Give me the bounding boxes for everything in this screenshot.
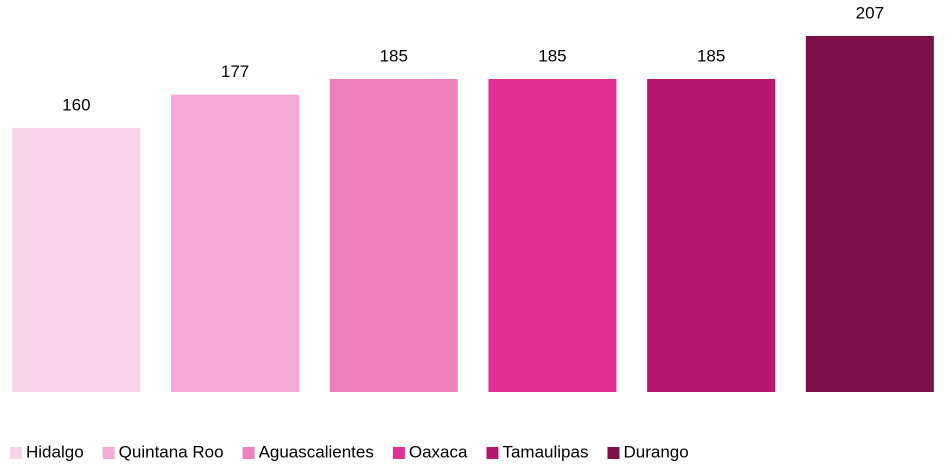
data-label: 207 (856, 3, 884, 22)
legend-swatch (102, 447, 115, 459)
bar (805, 35, 934, 392)
legend-swatch (486, 447, 499, 459)
data-label: 185 (380, 46, 408, 65)
bar (12, 127, 141, 392)
legend-label: Hidalgo (26, 442, 84, 461)
legend-label: Oaxaca (409, 442, 468, 461)
legend-swatch (10, 447, 22, 459)
data-label: 185 (538, 46, 566, 65)
data-label: 160 (62, 95, 90, 114)
legend-swatch (392, 447, 405, 459)
bar (171, 94, 300, 392)
data-label: 177 (221, 62, 249, 81)
bar (329, 78, 458, 392)
legend-label: Aguascalientes (259, 442, 374, 461)
data-label: 185 (697, 46, 725, 65)
legend-swatch (242, 447, 255, 459)
bar (647, 78, 776, 392)
legend-label: Durango (623, 442, 688, 461)
legend-label: Tamaulipas (502, 442, 588, 461)
legend-label: Quintana Roo (119, 442, 224, 461)
legend-swatch (607, 447, 620, 459)
bar (488, 78, 617, 392)
